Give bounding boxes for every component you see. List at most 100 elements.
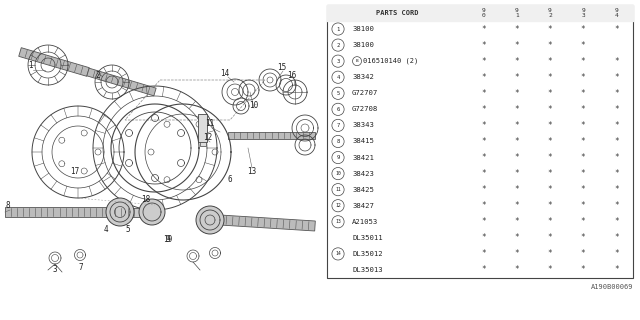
Text: 38421: 38421	[352, 155, 374, 161]
Text: *: *	[515, 137, 519, 146]
Text: *: *	[614, 249, 619, 259]
Text: *: *	[548, 105, 552, 114]
Text: 8: 8	[6, 202, 10, 211]
Text: *: *	[481, 105, 486, 114]
Text: *: *	[614, 233, 619, 242]
Text: *: *	[548, 169, 552, 178]
Text: *: *	[581, 89, 586, 98]
Text: 19: 19	[163, 236, 173, 244]
Text: 7: 7	[79, 263, 83, 273]
Text: *: *	[481, 266, 486, 275]
Text: *: *	[548, 25, 552, 34]
Text: 38423: 38423	[352, 171, 374, 177]
Text: *: *	[548, 233, 552, 242]
Circle shape	[353, 57, 362, 66]
Circle shape	[139, 199, 165, 225]
Text: *: *	[481, 185, 486, 194]
Text: *: *	[481, 121, 486, 130]
Text: *: *	[614, 73, 619, 82]
Text: *: *	[614, 25, 619, 34]
Text: 2: 2	[337, 43, 340, 48]
Text: *: *	[481, 73, 486, 82]
Text: *: *	[481, 169, 486, 178]
Text: *: *	[614, 217, 619, 226]
Circle shape	[332, 167, 344, 180]
Text: 2: 2	[96, 71, 100, 81]
Text: 016510140 (2): 016510140 (2)	[363, 58, 419, 64]
Text: 13: 13	[335, 219, 341, 224]
Text: 3: 3	[581, 13, 585, 18]
Text: *: *	[481, 217, 486, 226]
Text: *: *	[581, 153, 586, 162]
Text: 38343: 38343	[352, 123, 374, 128]
Text: 1: 1	[28, 61, 32, 70]
Text: 4: 4	[337, 75, 340, 80]
Text: *: *	[515, 153, 519, 162]
Text: 38415: 38415	[352, 139, 374, 144]
Circle shape	[332, 216, 344, 228]
Text: *: *	[515, 266, 519, 275]
Circle shape	[196, 206, 224, 234]
Text: 0: 0	[481, 13, 485, 18]
Text: *: *	[481, 153, 486, 162]
Text: *: *	[581, 25, 586, 34]
Text: *: *	[581, 249, 586, 259]
Text: *: *	[481, 249, 486, 259]
Text: 1: 1	[337, 27, 340, 32]
Text: *: *	[515, 249, 519, 259]
Text: *: *	[581, 233, 586, 242]
Circle shape	[332, 248, 344, 260]
Text: 14: 14	[335, 252, 341, 256]
Text: *: *	[548, 217, 552, 226]
Text: *: *	[515, 201, 519, 210]
Text: 12: 12	[204, 133, 212, 142]
Text: 3: 3	[337, 59, 340, 64]
Text: *: *	[515, 89, 519, 98]
Text: *: *	[481, 233, 486, 242]
Text: *: *	[581, 105, 586, 114]
Text: *: *	[581, 169, 586, 178]
Text: 11: 11	[205, 119, 214, 129]
Polygon shape	[228, 132, 315, 139]
Text: *: *	[614, 57, 619, 66]
Text: *: *	[481, 25, 486, 34]
Text: *: *	[548, 73, 552, 82]
Text: *: *	[581, 73, 586, 82]
Text: 6: 6	[337, 107, 340, 112]
Text: *: *	[614, 137, 619, 146]
Text: 2: 2	[548, 13, 552, 18]
Text: 4: 4	[614, 13, 618, 18]
Text: 17: 17	[70, 167, 79, 177]
Text: *: *	[515, 41, 519, 50]
Text: *: *	[515, 25, 519, 34]
Text: *: *	[614, 201, 619, 210]
Text: G72708: G72708	[352, 106, 378, 112]
Circle shape	[332, 103, 344, 116]
Circle shape	[332, 151, 344, 164]
Text: *: *	[548, 201, 552, 210]
Text: 13: 13	[248, 167, 257, 177]
Text: 9: 9	[166, 236, 170, 244]
Circle shape	[332, 135, 344, 148]
Text: *: *	[614, 153, 619, 162]
Bar	[327, 5, 633, 278]
Text: *: *	[614, 89, 619, 98]
Text: *: *	[548, 41, 552, 50]
Circle shape	[332, 55, 344, 67]
Text: *: *	[581, 185, 586, 194]
Polygon shape	[5, 207, 108, 217]
Text: *: *	[614, 169, 619, 178]
Text: *: *	[581, 217, 586, 226]
Text: 38100: 38100	[352, 42, 374, 48]
Bar	[198, 114, 207, 142]
Text: *: *	[614, 121, 619, 130]
Text: *: *	[515, 105, 519, 114]
Text: *: *	[481, 201, 486, 210]
Polygon shape	[19, 48, 89, 76]
Text: *: *	[581, 57, 586, 66]
Text: *: *	[515, 57, 519, 66]
Text: *: *	[515, 233, 519, 242]
Text: *: *	[515, 121, 519, 130]
Text: *: *	[515, 185, 519, 194]
Text: *: *	[614, 105, 619, 114]
